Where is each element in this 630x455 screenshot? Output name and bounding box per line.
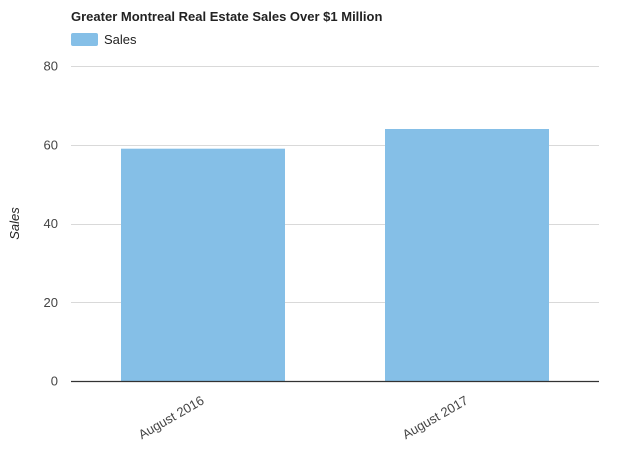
x-tick-label-2: August 2017: [400, 393, 471, 442]
y-axis-title: Sales: [7, 207, 22, 240]
y-tick-label-60: 60: [44, 137, 58, 152]
bar-august-2017: [385, 129, 549, 381]
y-tick-label-0: 0: [51, 374, 58, 389]
chart-legend: Sales: [71, 31, 137, 47]
y-tick-label-80: 80: [44, 59, 58, 74]
x-tick-label-1: August 2016: [136, 393, 207, 442]
y-tick-label-20: 20: [44, 295, 58, 310]
legend-label-sales: Sales: [104, 31, 137, 47]
bar-august-2016: [121, 148, 285, 381]
chart-title: Greater Montreal Real Estate Sales Over …: [71, 9, 383, 24]
y-tick-label-40: 40: [44, 216, 58, 231]
legend-swatch-sales: [71, 32, 98, 46]
